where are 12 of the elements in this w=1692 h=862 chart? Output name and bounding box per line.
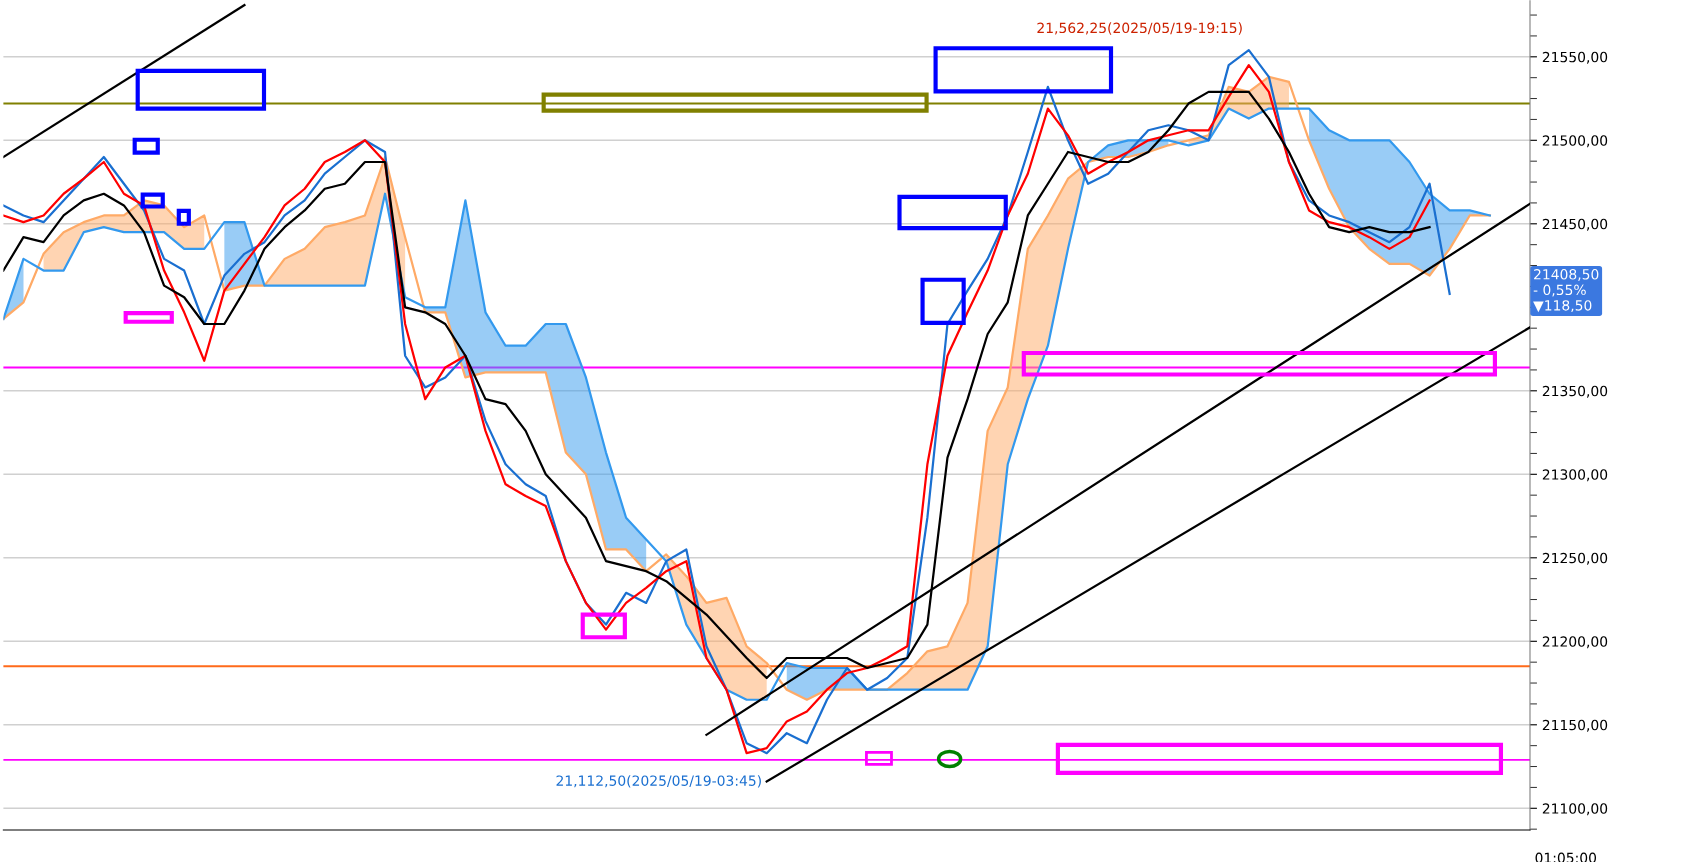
y-tick-label: 21150,00 xyxy=(1542,719,1608,732)
annotation: 21,562,25(2025/05/19-19:15) xyxy=(1037,22,1242,35)
text: 21408,50 - 0,55% ▼118,50 xyxy=(1533,269,1599,313)
y-tick-label: 21350,00 xyxy=(1542,385,1608,398)
y-tick-label: 21500,00 xyxy=(1542,135,1608,148)
y-tick-label: 21250,00 xyxy=(1542,552,1608,565)
annotation: 21,112,50(2025/05/19-03:45) xyxy=(556,775,761,788)
y-tick-label: 21550,00 xyxy=(1542,51,1608,64)
y-tick-label: 21200,00 xyxy=(1542,636,1608,649)
y-tick-label: 21100,00 xyxy=(1542,803,1608,816)
y-tick-label: 21450,00 xyxy=(1542,218,1608,231)
y-tick-label: 21300,00 xyxy=(1542,469,1608,482)
